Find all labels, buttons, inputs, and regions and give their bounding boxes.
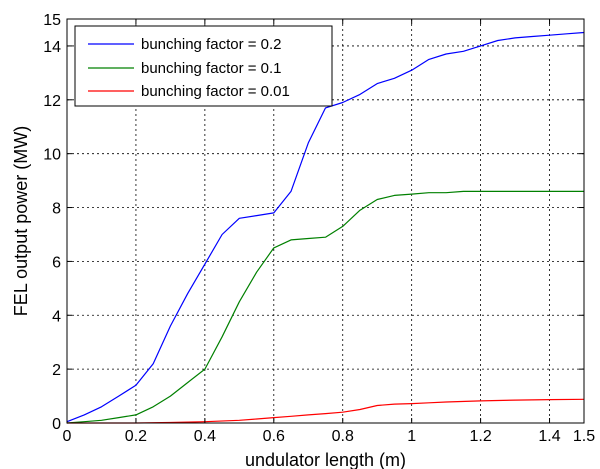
y-tick-label: 6	[52, 254, 61, 271]
legend-label-1: bunching factor = 0.1	[141, 60, 282, 77]
plot-frame	[66, 18, 585, 424]
y-tick-label: 4	[52, 308, 61, 325]
x-tick-label: 1	[407, 428, 416, 445]
series-line-0	[66, 31, 585, 423]
legend-label-2: bunching factor = 0.01	[141, 83, 290, 100]
x-tick-label: 0.2	[125, 428, 147, 445]
x-axis-label: undulator length (m)	[245, 450, 406, 469]
y-tick-label: 2	[52, 362, 61, 379]
series-line-1	[66, 190, 584, 424]
x-tick-label: 0.6	[263, 428, 285, 445]
x-tick-label: 0.8	[332, 428, 354, 445]
x-tick-label: 1.5	[573, 428, 595, 445]
x-tick-label: 0.4	[194, 428, 216, 445]
legend: bunching factor = 0.2 bunching factor = …	[74, 25, 333, 107]
legend-label-0: bunching factor = 0.2	[141, 36, 282, 53]
x-tick-label: 0	[63, 428, 72, 445]
tick-labels: 0 0.2 0.4 0.6 0.8 1 1.2 1.4 1.5 0 2 4 6 8 10 12 14 15	[43, 12, 595, 445]
series-line-2	[67, 398, 585, 424]
y-tick-label: 8	[52, 201, 61, 218]
y-tick-label: 12	[43, 93, 61, 110]
x-tick-label: 1.2	[469, 428, 491, 445]
y-tick-label: 14	[43, 39, 61, 56]
y-tick-label: 0	[52, 416, 61, 433]
series-lines	[66, 31, 585, 424]
axis-ticks	[66, 18, 585, 424]
y-tick-label: 10	[43, 147, 61, 164]
y-tick-label: 15	[43, 12, 61, 29]
legend-box	[74, 25, 333, 107]
y-axis-label: FEL output power (MW)	[11, 126, 31, 316]
x-tick-label: 1.4	[538, 428, 560, 445]
